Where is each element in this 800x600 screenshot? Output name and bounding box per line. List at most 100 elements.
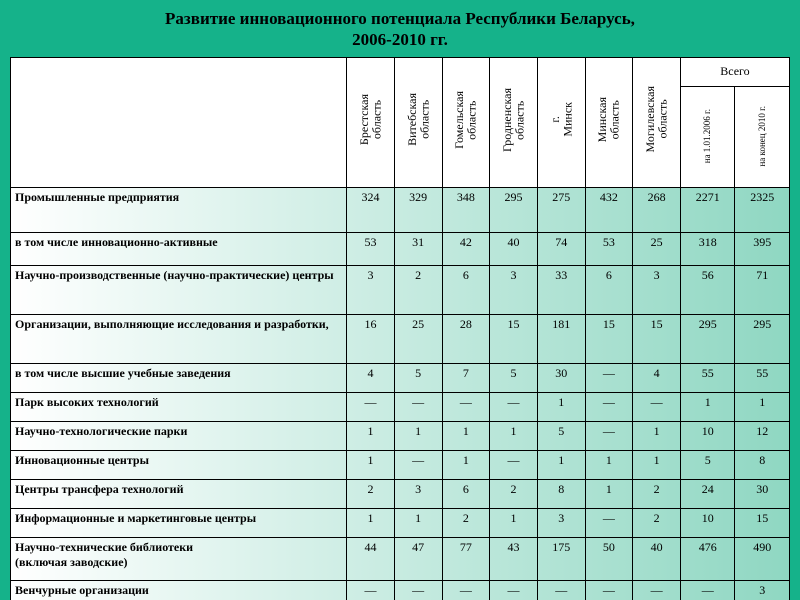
cell: 181 bbox=[537, 314, 585, 363]
slide: Развитие инновационного потенциала Респу… bbox=[0, 0, 800, 600]
cell: 33 bbox=[537, 265, 585, 314]
cell: 1 bbox=[394, 421, 442, 450]
cell: — bbox=[394, 392, 442, 421]
col-header-total-0: на 1.01.2006 г. bbox=[680, 86, 735, 187]
cell: 2 bbox=[347, 479, 395, 508]
table-row: Организации, выполняющие исследования и … bbox=[11, 314, 790, 363]
col-header-total-1: на конец 2010 г. bbox=[735, 86, 790, 187]
col-header-total-label: на конец 2010 г. bbox=[758, 106, 767, 167]
cell: 4 bbox=[347, 363, 395, 392]
table-row: Центры трансфера технологий23628122430 bbox=[11, 479, 790, 508]
col-header-region-3: Гродненскаяобласть bbox=[490, 57, 538, 187]
row-label: Промышленные предприятия bbox=[11, 187, 347, 232]
cell: 3 bbox=[490, 265, 538, 314]
cell: 74 bbox=[537, 232, 585, 265]
row-label: в том числе инновационно-активные bbox=[11, 232, 347, 265]
row-label: Научно-технологические парки bbox=[11, 421, 347, 450]
cell: — bbox=[490, 450, 538, 479]
table-body: Промышленные предприятия3243293482952754… bbox=[11, 187, 790, 600]
cell: 348 bbox=[442, 187, 490, 232]
cell: 6 bbox=[442, 479, 490, 508]
cell: 1 bbox=[347, 450, 395, 479]
cell: 43 bbox=[490, 537, 538, 580]
col-header-region-5: Минскаяобласть bbox=[585, 57, 633, 187]
cell: — bbox=[394, 450, 442, 479]
table-row: Научно-производственные (научно-практиче… bbox=[11, 265, 790, 314]
cell: 3 bbox=[537, 508, 585, 537]
cell: 1 bbox=[537, 450, 585, 479]
cell: 4 bbox=[633, 363, 681, 392]
cell: 3 bbox=[735, 580, 790, 600]
table-row: Информационные и маркетинговые центры112… bbox=[11, 508, 790, 537]
col-header-totals: Всего bbox=[680, 57, 789, 86]
cell: 5 bbox=[537, 421, 585, 450]
cell: 7 bbox=[442, 363, 490, 392]
table-row: Научно-технические библиотеки(включая за… bbox=[11, 537, 790, 580]
cell: 24 bbox=[680, 479, 735, 508]
cell: 56 bbox=[680, 265, 735, 314]
cell: 295 bbox=[680, 314, 735, 363]
col-header-region-label: Гродненскаяобласть bbox=[501, 88, 526, 152]
col-header-region-1: Витебскаяобласть bbox=[394, 57, 442, 187]
cell: 25 bbox=[633, 232, 681, 265]
row-label: Научно-технические библиотеки(включая за… bbox=[11, 537, 347, 580]
row-label: Организации, выполняющие исследования и … bbox=[11, 314, 347, 363]
cell: — bbox=[680, 580, 735, 600]
cell: — bbox=[347, 580, 395, 600]
cell: 10 bbox=[680, 421, 735, 450]
table-row: Парк высоких технологий————1——11 bbox=[11, 392, 790, 421]
table-row: в том числе высшие учебные заведения4575… bbox=[11, 363, 790, 392]
cell: 6 bbox=[585, 265, 633, 314]
col-header-region-label: Могилевскаяобласть bbox=[644, 86, 669, 152]
cell: 44 bbox=[347, 537, 395, 580]
cell: 12 bbox=[735, 421, 790, 450]
cell: 432 bbox=[585, 187, 633, 232]
title: Развитие инновационного потенциала Респу… bbox=[0, 8, 800, 51]
table-row: Промышленные предприятия3243293482952754… bbox=[11, 187, 790, 232]
cell: 1 bbox=[490, 421, 538, 450]
cell: 8 bbox=[537, 479, 585, 508]
cell: 324 bbox=[347, 187, 395, 232]
table-row: Научно-технологические парки11115—11012 bbox=[11, 421, 790, 450]
row-label: Информационные и маркетинговые центры bbox=[11, 508, 347, 537]
cell: — bbox=[633, 392, 681, 421]
cell: 55 bbox=[680, 363, 735, 392]
table-head: Брестскаяобласть Витебскаяобласть Гомельск… bbox=[11, 57, 790, 187]
cell: — bbox=[394, 580, 442, 600]
cell: 490 bbox=[735, 537, 790, 580]
cell: 2 bbox=[490, 479, 538, 508]
cell: 8 bbox=[735, 450, 790, 479]
cell: — bbox=[585, 508, 633, 537]
cell: 10 bbox=[680, 508, 735, 537]
cell: — bbox=[585, 580, 633, 600]
title-line1: Развитие инновационного потенциала Респу… bbox=[165, 9, 635, 28]
col-header-region-label: Гомельскаяобласть bbox=[453, 91, 478, 149]
table-row: Инновационные центры1—1—11158 bbox=[11, 450, 790, 479]
col-header-region-label: Минскаяобласть bbox=[596, 97, 621, 142]
cell: — bbox=[490, 580, 538, 600]
cell: 329 bbox=[394, 187, 442, 232]
cell: 1 bbox=[735, 392, 790, 421]
col-header-region-0: Брестскаяобласть bbox=[347, 57, 395, 187]
cell: 1 bbox=[394, 508, 442, 537]
col-header-region-label: Витебскаяобласть bbox=[406, 93, 431, 146]
cell: 3 bbox=[633, 265, 681, 314]
cell: 42 bbox=[442, 232, 490, 265]
cell: 16 bbox=[347, 314, 395, 363]
cell: — bbox=[633, 580, 681, 600]
table-row: в том числе инновационно-активные5331424… bbox=[11, 232, 790, 265]
cell: 275 bbox=[537, 187, 585, 232]
cell: 2 bbox=[442, 508, 490, 537]
row-label: в том числе высшие учебные заведения bbox=[11, 363, 347, 392]
cell: 30 bbox=[537, 363, 585, 392]
cell: 47 bbox=[394, 537, 442, 580]
cell: 53 bbox=[347, 232, 395, 265]
cell: 53 bbox=[585, 232, 633, 265]
col-header-total-label: на 1.01.2006 г. bbox=[703, 109, 712, 163]
cell: — bbox=[585, 421, 633, 450]
cell: 2 bbox=[633, 479, 681, 508]
cell: 15 bbox=[633, 314, 681, 363]
col-header-region-4: г.Минск bbox=[537, 57, 585, 187]
cell: 1 bbox=[347, 421, 395, 450]
cell: — bbox=[442, 580, 490, 600]
